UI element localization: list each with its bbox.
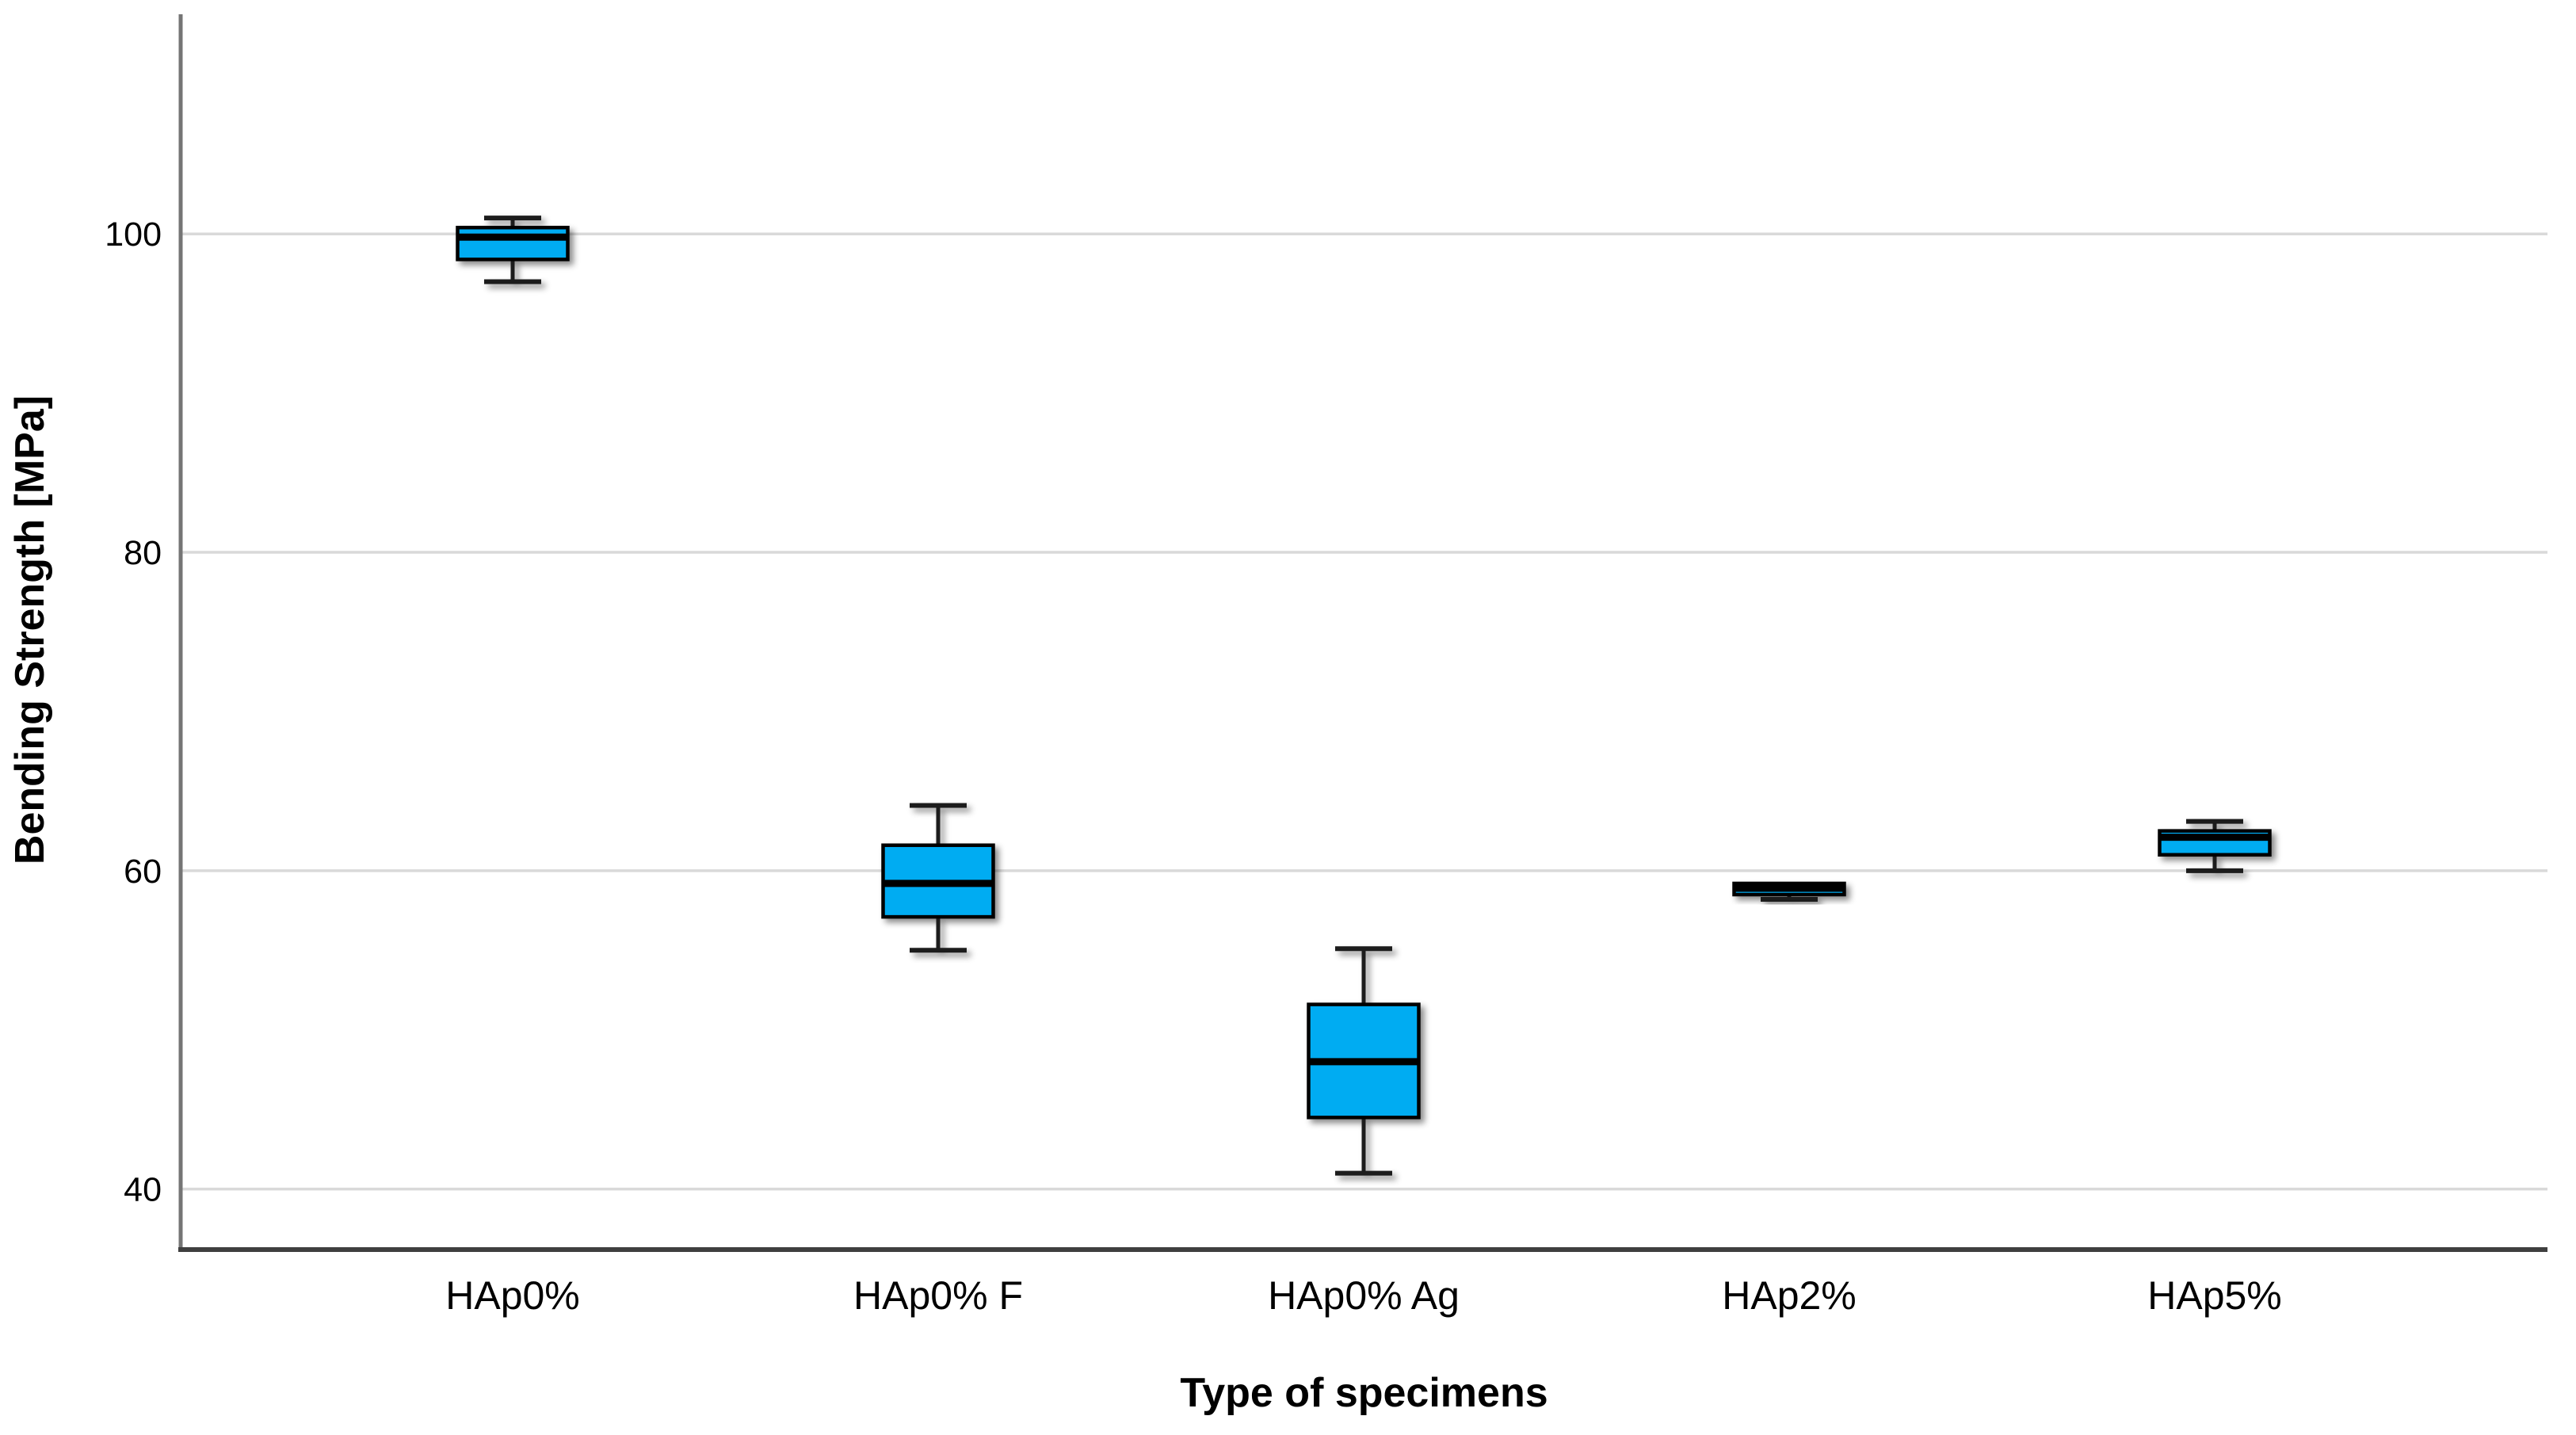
category-label: HAp0% F: [853, 1273, 1023, 1318]
category-label: HAp0%: [445, 1273, 580, 1318]
category-label: HAp2%: [1722, 1273, 1857, 1318]
category-label: HAp5%: [2147, 1273, 2282, 1318]
y-axis-title: Bending Strength [MPa]: [7, 395, 53, 864]
y-tick-label: 100: [105, 216, 162, 254]
gridlines: [181, 232, 2547, 1191]
x-axis-category-labels: HAp0% HAp0% F HAp0% Ag HAp2% HAp5%: [445, 1273, 2282, 1318]
box-HAp0%: [456, 216, 570, 284]
y-tick-label: 80: [124, 534, 162, 572]
y-axis-tick-labels: 100 80 60 40: [105, 216, 162, 1208]
iqr-box: [456, 225, 570, 261]
box-HAp2%: [1732, 881, 1846, 903]
box-HAp0% Ag: [1307, 946, 1421, 1176]
y-tick-label: 60: [124, 853, 162, 891]
box-HAp5%: [2158, 819, 2272, 873]
box-HAp0% F: [881, 803, 995, 953]
category-label: HAp0% Ag: [1268, 1273, 1460, 1318]
x-axis-title: Type of specimens: [1180, 1370, 1548, 1416]
y-tick-label: 40: [124, 1171, 162, 1209]
